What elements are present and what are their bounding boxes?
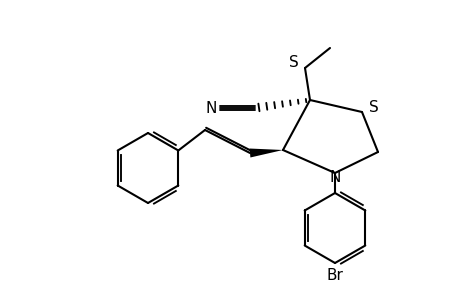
Polygon shape	[249, 148, 282, 158]
Text: S: S	[289, 55, 298, 70]
Text: S: S	[368, 100, 378, 115]
Text: Br: Br	[326, 268, 343, 283]
Text: N: N	[329, 170, 340, 185]
Text: N: N	[205, 100, 216, 116]
